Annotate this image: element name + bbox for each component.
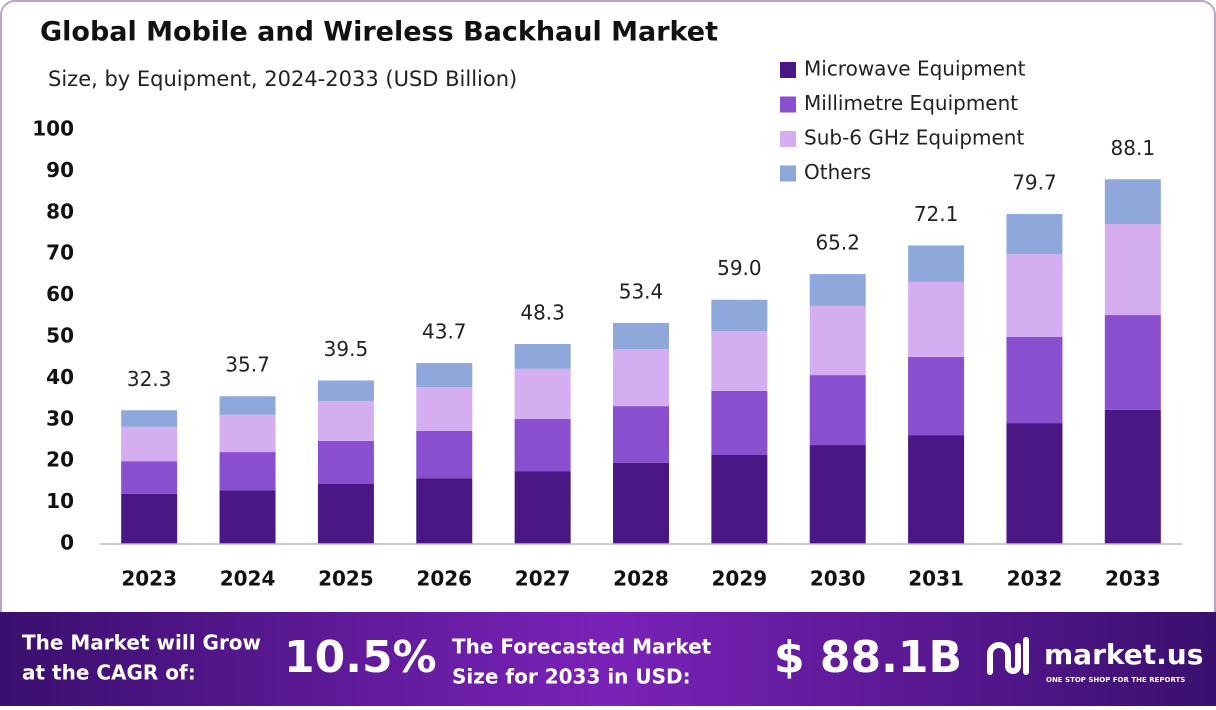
bar-segment [1006,337,1063,424]
bar-segment [809,375,866,446]
bar-segment [1104,223,1161,316]
total-label: 88.1 [1111,136,1156,160]
y-tick-label: 80 [46,199,74,223]
bar-segment [1006,254,1063,337]
bar-segment [711,299,768,332]
x-tick-label: 2029 [712,567,768,591]
bar-segment [1104,315,1161,410]
bar-segment [121,461,178,494]
bar-segment [121,426,178,462]
bar-segment [219,452,276,491]
bar-segment [711,331,768,391]
forecast-label: The Forecasted Market [452,635,712,659]
bar-segment [711,454,768,544]
bar-segment [121,410,178,427]
bar-segment [1006,214,1063,255]
legend-swatch [780,131,796,147]
total-label: 39.5 [324,337,369,361]
bar-segment [514,368,571,419]
bar-segment [711,390,768,455]
y-tick-label: 100 [32,117,74,141]
bar-segment [121,493,178,544]
legend-label: Microwave Equipment [804,57,1026,81]
total-label: 35.7 [225,353,270,377]
legend-label: Others [804,160,871,184]
legend-swatch [780,62,796,78]
bar-segment [809,445,866,544]
legend-swatch [780,165,796,182]
x-tick-label: 2032 [1007,567,1063,591]
x-tick-label: 2023 [121,567,177,591]
chart-subtitle: Size, by Equipment, 2024-2033 (USD Billi… [48,67,517,91]
total-label: 43.7 [422,320,467,344]
y-tick-label: 40 [46,365,74,389]
x-tick-label: 2030 [810,567,866,591]
bar-segment [416,387,473,431]
y-tick-label: 0 [60,531,74,555]
y-tick-label: 10 [46,489,74,513]
bar-segment [317,483,374,544]
x-tick-label: 2025 [318,567,374,591]
brand-logo [987,637,1029,675]
bar-segment [416,478,473,544]
x-tick-label: 2033 [1105,567,1161,591]
bar-segment [416,430,473,479]
total-label: 72.1 [914,202,959,226]
y-tick-label: 70 [46,241,74,265]
total-label: 59.0 [717,256,762,280]
bar-segment [908,245,965,282]
forecast-value: $ 88.1B [774,632,962,683]
y-tick-label: 90 [46,158,74,182]
bar-segment [613,349,669,407]
brand: market.us [1044,638,1203,671]
bar-segment [908,281,965,357]
bar-segment [613,462,669,544]
total-label: 53.4 [619,279,664,303]
bar-segment [514,418,571,472]
bar-segment [1104,409,1161,544]
total-label: 48.3 [520,301,565,325]
legend-label: Millimetre Equipment [804,91,1018,115]
bar-segment [1006,423,1063,544]
bar-segment [317,380,374,402]
bar-segment [514,344,571,369]
y-tick-label: 20 [46,448,74,472]
bar-segment [514,471,571,544]
cagr-label: The Market will Grow [22,631,261,655]
x-tick-label: 2028 [613,567,669,591]
bar-segment [908,435,965,544]
legend-label: Sub-6 GHz Equipment [804,126,1024,150]
y-tick-label: 60 [46,282,74,306]
bar-segment [219,414,276,453]
total-label: 79.7 [1012,171,1057,195]
bar-segment [317,401,374,441]
bar-segment [613,322,669,350]
footer-band [0,612,1216,706]
bar-segment [219,396,276,415]
bar-segment [1104,179,1161,224]
tagline: ONE STOP SHOP FOR THE REPORTS [1046,676,1185,684]
y-tick-label: 30 [46,406,74,430]
y-tick-label: 50 [46,324,74,348]
total-label: 32.3 [127,367,172,391]
bar-segment [317,440,374,484]
forecast-label: Size for 2033 in USD: [452,665,691,689]
x-tick-label: 2027 [515,567,571,591]
bar-segment [416,363,473,388]
x-tick-label: 2031 [908,567,964,591]
total-label: 65.2 [815,231,860,255]
bar-segment [613,406,669,463]
bar-segment [908,356,965,436]
bar-segment [219,490,276,544]
cagr-label: at the CAGR of: [22,661,196,685]
cagr-value: 10.5% [284,632,437,683]
chart-title: Global Mobile and Wireless Backhaul Mark… [40,17,718,48]
x-tick-label: 2026 [416,567,472,591]
x-tick-label: 2024 [220,567,276,591]
legend-swatch [780,96,796,113]
bar-segment [809,274,866,306]
bar-segment [809,305,866,376]
